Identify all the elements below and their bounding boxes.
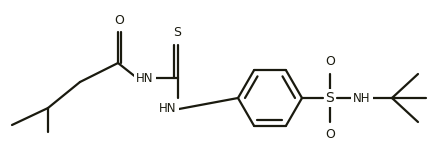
Text: O: O	[115, 14, 124, 27]
Text: HN: HN	[159, 103, 177, 116]
Text: S: S	[173, 26, 181, 39]
Text: NH: NH	[353, 92, 371, 104]
Text: HN: HN	[136, 71, 154, 85]
Text: O: O	[325, 55, 335, 68]
Text: S: S	[325, 91, 334, 105]
Text: O: O	[325, 128, 335, 141]
